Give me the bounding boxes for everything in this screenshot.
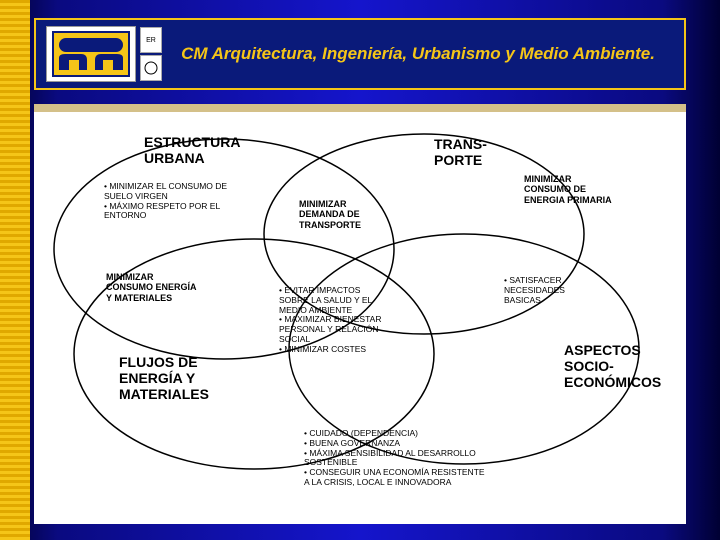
cm-logo-icon — [51, 30, 131, 78]
label-transporte: TRANS- PORTE — [434, 136, 487, 168]
logo-badges: ER — [140, 27, 162, 81]
diagram-panel: ESTRUCTURA URBANA • MINIMIZAR EL CONSUMO… — [34, 104, 686, 524]
header-box: ER CM Arquitectura, Ingeniería, Urbanism… — [34, 18, 686, 90]
cert-icon — [143, 60, 159, 76]
bullets-right-mid: • SATISFACER NECESIDADES BASICAS — [504, 276, 565, 305]
text-center-top: MINIMIZAR DEMANDA DE TRANSPORTE — [299, 199, 361, 230]
logo-block: ER — [46, 26, 162, 82]
bullets-bottom: • CUIDADO (DEPENDENCIA) • BUENA GOVERNAN… — [304, 429, 485, 488]
logo-main — [46, 26, 136, 82]
text-transporte-side: MINIMIZAR CONSUMO DE ENERGIA PRIMARIA — [524, 174, 612, 205]
header-title: CM Arquitectura, Ingeniería, Urbanismo y… — [162, 44, 674, 64]
badge-bottom — [140, 55, 162, 81]
badge-top: ER — [140, 27, 162, 53]
text-left-mid: MINIMIZAR CONSUMO ENERGÍA Y MATERIALES — [106, 272, 197, 303]
label-flujos: FLUJOS DE ENERGÍA Y MATERIALES — [119, 354, 209, 402]
bullets-estructura: • MINIMIZAR EL CONSUMO DE SUELO VIRGEN •… — [104, 182, 227, 221]
label-aspectos: ASPECTOS SOCIO- ECONÓMICOS — [564, 342, 661, 390]
left-stripe — [0, 0, 30, 540]
label-estructura-urbana: ESTRUCTURA URBANA — [144, 134, 240, 166]
bullets-center-mid: • EVITAR IMPACTOS SOBRE LA SALUD Y EL ME… — [279, 286, 381, 354]
